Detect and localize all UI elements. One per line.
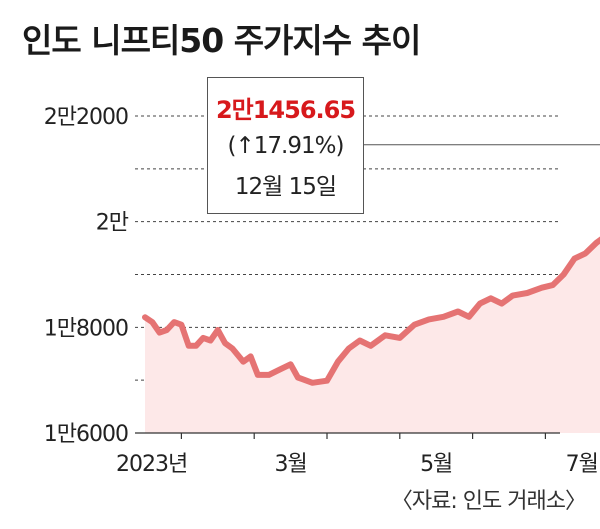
source-note: 〈자료: 인도 거래소〉 bbox=[390, 489, 587, 514]
y-tick-label: 2만2000 bbox=[44, 105, 128, 130]
series-line-layer bbox=[142, 236, 600, 386]
annotation-leader bbox=[364, 144, 600, 146]
x-tick-label: 3월 bbox=[274, 452, 306, 477]
x-axis bbox=[135, 432, 560, 439]
y-tick-label: 1만8000 bbox=[44, 316, 128, 341]
x-axis-tick-labels: 2023년3월5월7월9월11월 bbox=[116, 452, 599, 477]
y-tick-label: 1만6000 bbox=[44, 422, 128, 447]
annotation-date: 12월 15일 bbox=[234, 174, 337, 200]
y-axis-tick-labels: 1만6000 1만8000 2만 2만2000 bbox=[44, 105, 130, 447]
chart-title: 인도 니프티50 주가지수 추이 bbox=[22, 21, 421, 60]
annotation-callout: 2만1456.65 (↑17.91%) 12월 15일 bbox=[207, 77, 364, 214]
area-fill-layer bbox=[145, 240, 600, 433]
y-tick-label: 2만 bbox=[96, 211, 129, 236]
x-tick-label: 7월 bbox=[566, 452, 598, 477]
series-line bbox=[142, 236, 600, 386]
x-tick-label: 5월 bbox=[420, 452, 452, 477]
series-area bbox=[145, 240, 600, 433]
annotation-value: 2만1456.65 bbox=[215, 96, 356, 124]
x-tick-label: 2023년 bbox=[116, 452, 187, 477]
annotation-change: (↑17.91%) bbox=[227, 133, 345, 159]
